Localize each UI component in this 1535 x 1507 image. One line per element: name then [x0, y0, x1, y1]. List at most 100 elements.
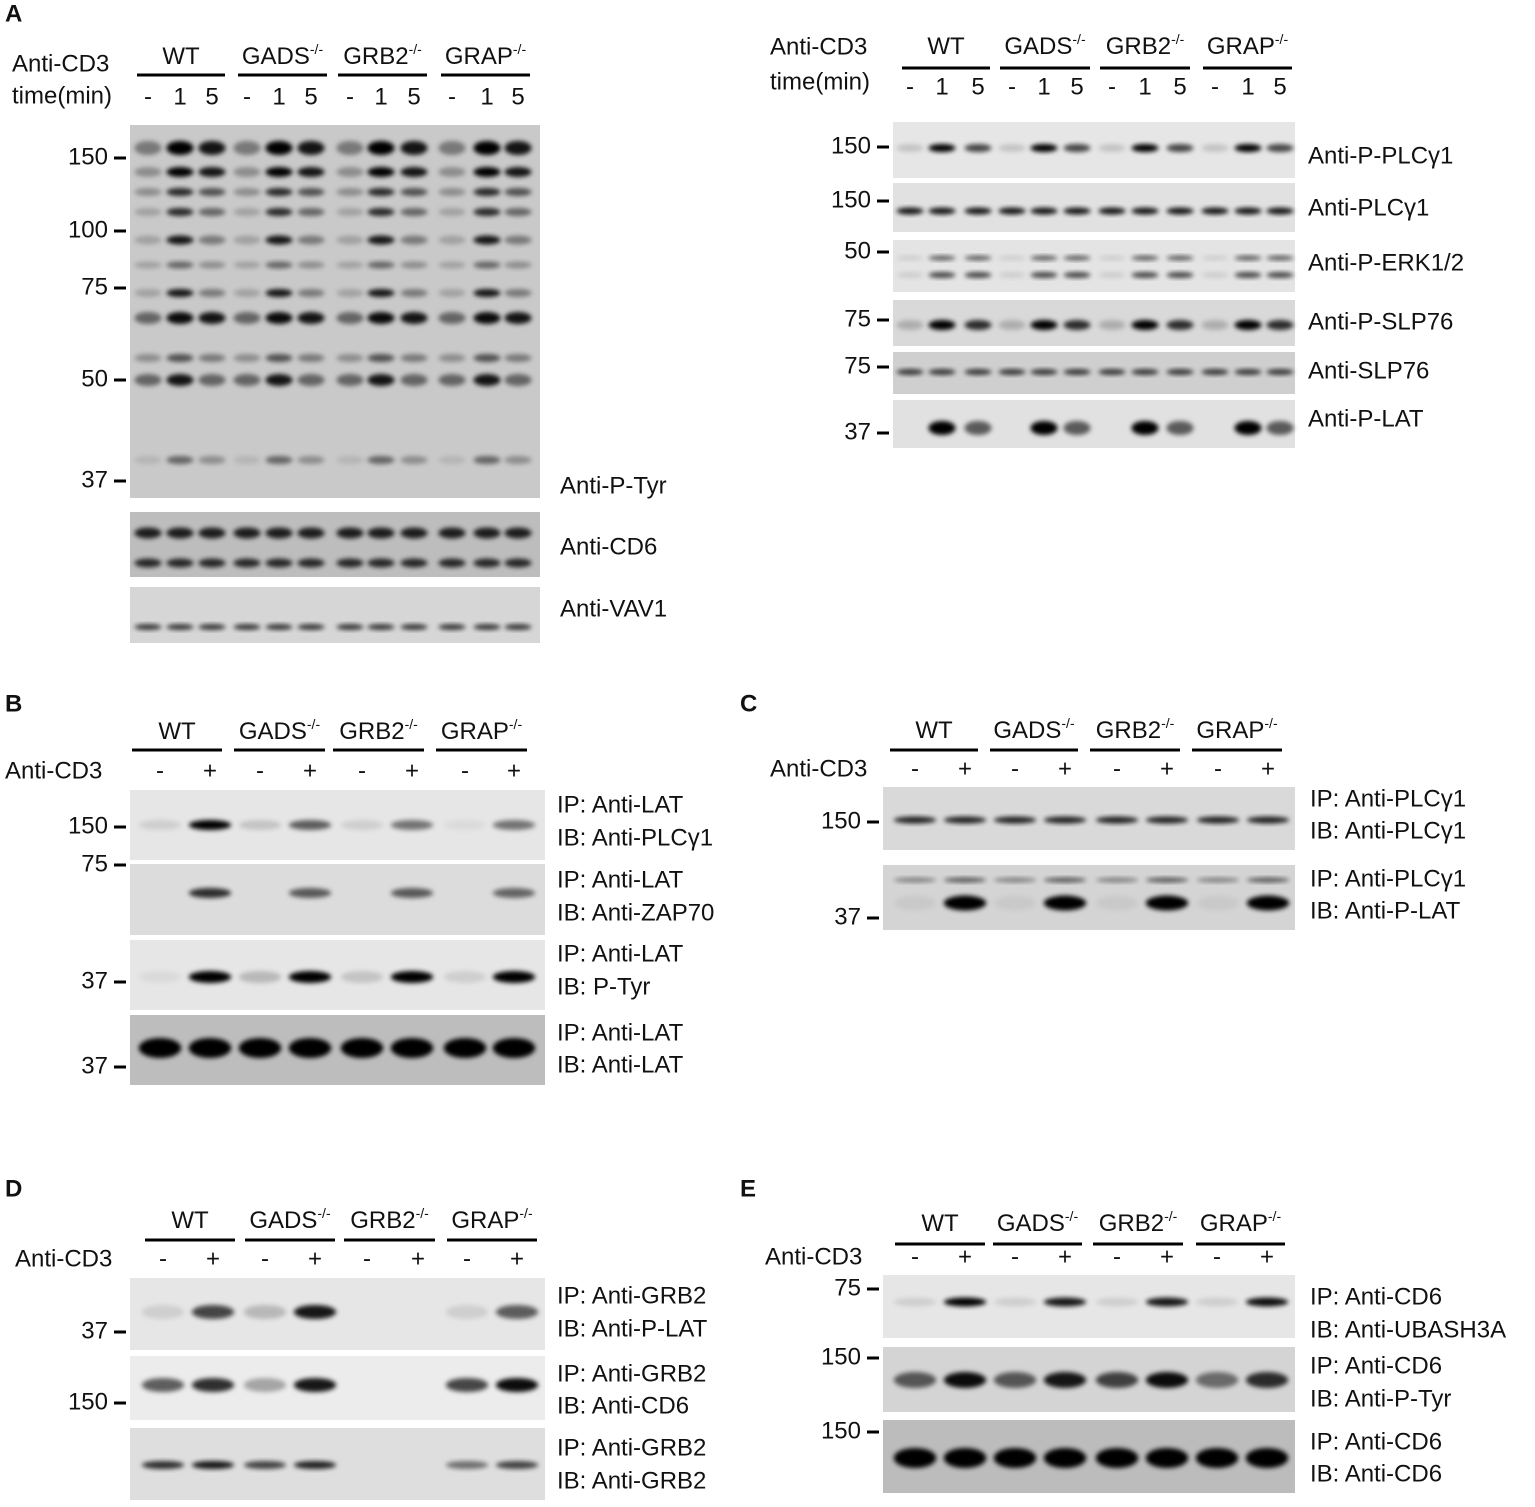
band [928, 320, 956, 330]
lane-label: 1 [935, 73, 948, 100]
band [265, 188, 293, 196]
band [445, 1461, 489, 1469]
band [1030, 320, 1058, 330]
group-label: GRAP-/- [1200, 1208, 1282, 1238]
blot-label: Anti-CD6 [560, 533, 657, 560]
band [1145, 1448, 1189, 1468]
band [928, 272, 956, 278]
group-superscript: -/- [1264, 715, 1278, 731]
lane-label: - [256, 757, 264, 784]
band [288, 971, 332, 983]
band [438, 456, 466, 464]
band [896, 144, 924, 152]
band [400, 261, 428, 269]
group-label: GRB2-/- [350, 1205, 429, 1235]
band [367, 261, 395, 269]
band [1030, 144, 1058, 152]
band [1098, 207, 1126, 215]
band [297, 558, 325, 568]
band [166, 527, 194, 539]
group-superscript: -/- [1065, 1208, 1079, 1224]
band [367, 235, 395, 245]
band [473, 312, 501, 324]
lane-label: - [358, 757, 366, 784]
blot-label: IB: Anti-ZAP70 [557, 899, 714, 926]
band [964, 255, 992, 261]
lane-label: 5 [971, 73, 984, 100]
group-label: GADS-/- [993, 715, 1075, 745]
lane-label: - [1211, 73, 1219, 100]
band [928, 369, 956, 375]
group-name: GRB2 [1106, 33, 1171, 60]
band [198, 141, 226, 155]
band [265, 374, 293, 386]
row-label: Anti-CD3 [5, 757, 102, 784]
band [438, 558, 466, 568]
band [473, 354, 501, 362]
lane-label: + [203, 757, 217, 784]
band [504, 527, 532, 539]
band [504, 188, 532, 196]
band [1166, 272, 1194, 278]
band [166, 188, 194, 196]
band [134, 235, 162, 245]
band [400, 354, 428, 362]
lane-label: - [1213, 1243, 1221, 1270]
band [1266, 255, 1294, 261]
band [1201, 369, 1229, 375]
group-label: GRB2-/- [1096, 715, 1175, 745]
group-label: WT [915, 717, 953, 744]
lane-label: - [156, 757, 164, 784]
band [265, 558, 293, 568]
group-label: GRAP-/- [445, 41, 527, 71]
band [243, 1305, 287, 1319]
row-label: Anti-CD3 [15, 1245, 112, 1272]
band [473, 456, 501, 464]
band [473, 261, 501, 269]
band [1266, 207, 1294, 215]
band [1145, 1297, 1189, 1307]
band [1195, 1372, 1239, 1388]
band [400, 527, 428, 539]
group-name: GRAP [441, 718, 509, 745]
lane-label: 1 [173, 83, 186, 110]
band [265, 167, 293, 177]
lane-label: + [1058, 755, 1072, 782]
group-label: WT [158, 718, 196, 745]
lane-label: + [411, 1245, 425, 1272]
blot-label: Anti-P-Tyr [560, 472, 667, 499]
band [1131, 207, 1159, 215]
band [1030, 272, 1058, 278]
band [473, 527, 501, 539]
lane-label: - [1011, 1243, 1019, 1270]
panel-label: C [740, 690, 757, 717]
group-name: GRAP [1207, 33, 1275, 60]
group-label: GADS-/- [1004, 31, 1086, 61]
band [443, 1038, 487, 1058]
lane-label: 5 [1070, 73, 1083, 100]
band [928, 207, 956, 215]
row-label: Anti-CD3 [770, 755, 867, 782]
band [1043, 895, 1087, 911]
band [233, 289, 261, 297]
band [504, 456, 532, 464]
band [943, 1448, 987, 1468]
lane-label: - [911, 1243, 919, 1270]
group-superscript: -/- [310, 41, 324, 57]
band [400, 624, 428, 630]
group-label: WT [921, 1210, 959, 1237]
marker-label: 75 [834, 1274, 861, 1301]
band [1043, 1448, 1087, 1468]
blot-label: IP: Anti-LAT [557, 1019, 684, 1046]
band [1145, 877, 1189, 883]
group-label: GRAP-/- [1196, 715, 1278, 745]
blot [883, 1275, 1295, 1338]
band [438, 289, 466, 297]
band [198, 624, 226, 630]
band [495, 1378, 539, 1392]
group-name: GRAP [445, 43, 513, 70]
marker-label: 75 [81, 273, 108, 300]
blot [893, 300, 1295, 346]
band [495, 1305, 539, 1319]
band [233, 235, 261, 245]
